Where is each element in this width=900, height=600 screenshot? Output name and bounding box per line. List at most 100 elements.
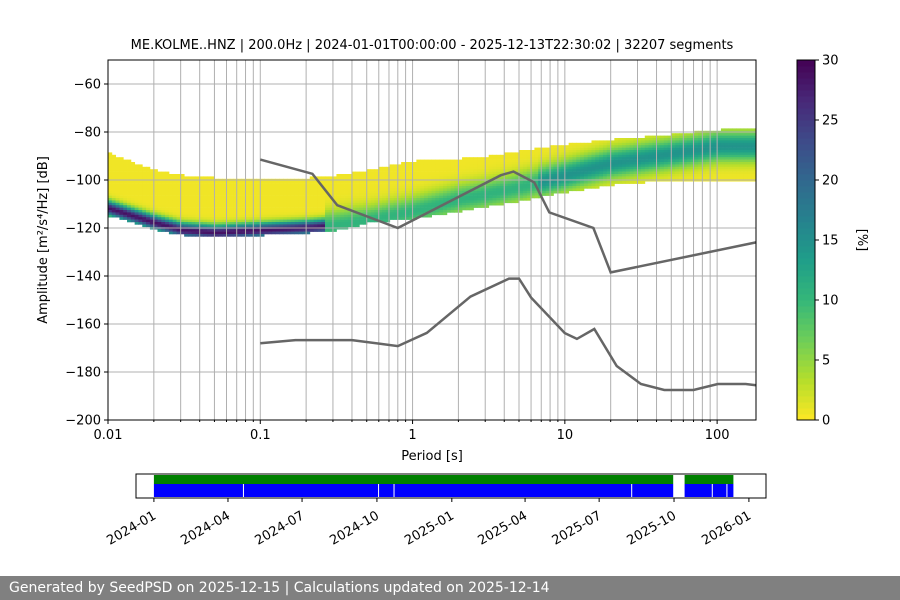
density-cell [458, 183, 463, 187]
density-cell [302, 214, 307, 218]
density-cell [500, 200, 505, 204]
density-cell [462, 164, 467, 168]
density-cell [671, 152, 676, 156]
density-cell [610, 169, 615, 172]
density-cell [108, 212, 113, 216]
density-cell [633, 150, 638, 153]
density-cell [610, 159, 615, 163]
density-cell [572, 154, 577, 158]
density-cell [481, 169, 486, 172]
density-cell [549, 162, 554, 165]
density-cell [347, 186, 353, 189]
density-cell [298, 202, 303, 206]
density-cell [233, 212, 238, 216]
density-cell [462, 198, 467, 201]
density-cell [355, 205, 360, 208]
density-cell [538, 154, 543, 158]
density-cell [393, 183, 398, 187]
density-cell [488, 162, 493, 165]
density-cell [245, 181, 250, 184]
density-cell [595, 140, 600, 144]
colorbar-segment [797, 258, 815, 265]
density-cell [248, 217, 254, 220]
colorbar-segment [797, 390, 815, 397]
density-cell [134, 202, 139, 206]
density-cell [690, 138, 695, 141]
density-cell [682, 133, 688, 136]
density-cell [123, 190, 128, 194]
density-cell [370, 174, 375, 177]
density-cell [564, 171, 570, 175]
density-cell [545, 174, 551, 177]
density-cell [747, 174, 752, 177]
density-cell [580, 159, 585, 163]
density-cell [656, 140, 661, 144]
density-cell [443, 166, 448, 170]
density-cell [233, 219, 238, 223]
density-cell [720, 171, 726, 175]
density-cell [469, 157, 474, 160]
density-cell [374, 183, 379, 187]
density-cell [385, 198, 391, 201]
density-cell [397, 205, 402, 208]
density-cell [404, 162, 410, 165]
density-cell [450, 169, 455, 172]
density-cell [302, 193, 307, 196]
density-cell [423, 159, 429, 163]
density-cell [130, 181, 136, 184]
density-cell [321, 193, 326, 196]
density-cell [652, 159, 657, 163]
density-cell [138, 166, 143, 170]
density-cell [412, 205, 417, 208]
density-cell [728, 145, 733, 148]
density-cell [127, 186, 132, 189]
density-cell [663, 150, 669, 153]
density-cell [526, 188, 531, 192]
density-cell [191, 176, 196, 180]
density-cell [462, 174, 467, 177]
density-cell [724, 169, 729, 172]
density-cell [542, 152, 547, 156]
density-cell [134, 174, 139, 177]
density-cell [294, 207, 299, 211]
density-cell [450, 195, 455, 199]
density-cell [184, 217, 189, 220]
density-cell [187, 181, 193, 184]
density-cell [222, 183, 227, 187]
density-cell [180, 190, 185, 194]
density-cell [245, 222, 250, 225]
density-cell [123, 214, 128, 218]
density-cell [168, 198, 174, 201]
density-cell [625, 154, 630, 158]
density-cell [713, 174, 718, 177]
density-cell [389, 195, 394, 199]
density-cell [328, 188, 334, 192]
density-cell [378, 200, 383, 204]
colorbar-segment [797, 384, 815, 391]
density-cell [294, 202, 299, 206]
density-cell [153, 193, 158, 196]
density-cell [473, 190, 478, 194]
density-cell [720, 157, 726, 160]
density-cell [187, 188, 193, 192]
density-cell [557, 169, 562, 172]
density-cell [431, 159, 436, 163]
density-cell [226, 217, 231, 220]
density-cell [195, 219, 200, 223]
density-cell [374, 207, 379, 211]
density-cell [473, 164, 478, 168]
density-cell [640, 169, 646, 172]
density-cell [168, 205, 174, 208]
density-cell [621, 166, 627, 170]
density-cell [214, 183, 219, 187]
density-cell [481, 174, 486, 177]
density-cell [420, 195, 425, 199]
density-cell [172, 217, 177, 220]
density-cell [187, 186, 193, 189]
density-cell [728, 157, 733, 160]
density-cell [443, 171, 448, 175]
density-cell [363, 222, 368, 225]
density-cell [709, 164, 714, 168]
density-cell [614, 138, 619, 141]
density-cell [191, 210, 196, 213]
